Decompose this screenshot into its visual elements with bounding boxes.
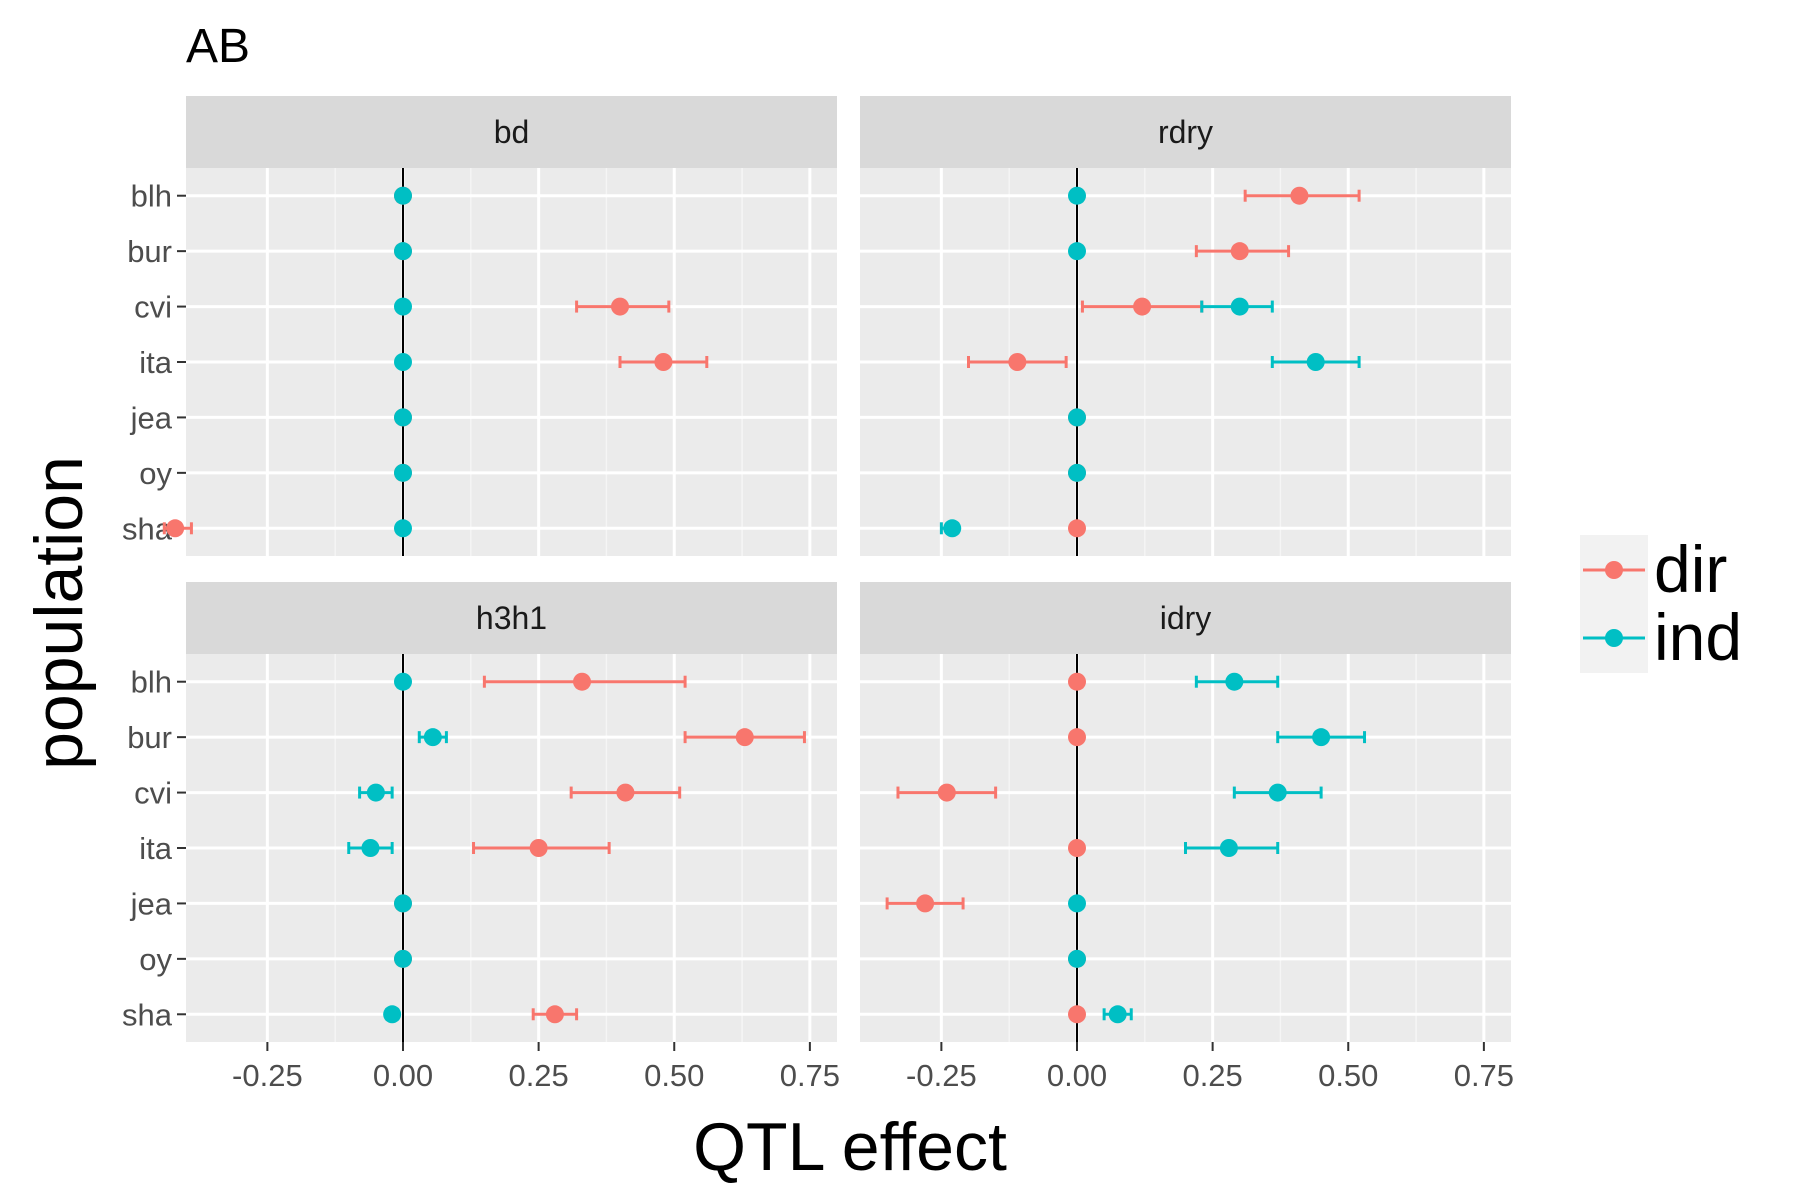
point-ind-ita xyxy=(1219,839,1238,857)
x-tick-label: 0.50 xyxy=(1318,1058,1378,1093)
point-dir-ita xyxy=(654,353,673,371)
x-tick-label: 0.25 xyxy=(508,1058,568,1093)
x-tick-label: 0.25 xyxy=(1182,1058,1242,1093)
point-dir-cvi xyxy=(937,783,956,802)
facet-panels: bd blh bur cvi ita jea oy sha rdry h3h1 blh bur cvi i… xyxy=(122,96,1514,1093)
point-ind-cvi xyxy=(1230,297,1249,316)
facet-strip-label: bd xyxy=(494,114,530,150)
y-tick-label: cvi xyxy=(134,290,172,325)
facet-strip-label: rdry xyxy=(1158,114,1213,150)
legend-entry-ind: ind xyxy=(1583,600,1742,674)
legend-label: dir xyxy=(1654,532,1727,606)
point-ind-sha xyxy=(394,519,412,538)
point-dir-bur xyxy=(735,728,754,747)
y-tick-label: jea xyxy=(130,400,173,435)
point-dir-cvi xyxy=(611,297,629,316)
chart-title: AB xyxy=(186,20,250,73)
y-tick-label: sha xyxy=(122,997,173,1032)
x-tick-label: 0.75 xyxy=(1454,1058,1514,1093)
y-tick-label: cvi xyxy=(134,776,172,811)
point-dir-ita xyxy=(529,839,548,857)
legend-key-background xyxy=(1580,535,1648,673)
point-dir-blh xyxy=(573,672,592,691)
point-ind-blh xyxy=(394,672,412,691)
point-ind-sha xyxy=(1108,1005,1127,1024)
point-dir-sha xyxy=(545,1005,564,1024)
point-ind-cvi xyxy=(1268,783,1287,802)
point-ind-jea xyxy=(394,408,412,427)
point-dir-cvi xyxy=(616,783,635,802)
point-ind-jea xyxy=(394,894,412,913)
point-ind-bur xyxy=(1068,242,1086,261)
point-ind-oy xyxy=(394,949,412,968)
x-tick-label: -0.25 xyxy=(906,1058,977,1093)
facet-strip-label: idry xyxy=(1160,600,1212,636)
point-dir-cvi xyxy=(1133,297,1152,316)
facet-strip xyxy=(860,96,1511,168)
point-ind-blh xyxy=(394,186,412,205)
legend-label: ind xyxy=(1654,600,1742,674)
x-axis-title: QTL effect xyxy=(693,1109,1007,1185)
y-tick-label: ita xyxy=(139,345,173,380)
y-tick-label: jea xyxy=(130,886,173,921)
y-tick-label: oy xyxy=(139,456,172,491)
point-ind-cvi xyxy=(366,783,385,802)
x-tick-label: -0.25 xyxy=(232,1058,303,1093)
point-dir-ita xyxy=(1008,353,1027,371)
y-tick-label: blh xyxy=(131,665,172,700)
point-ind-blh xyxy=(1225,672,1244,691)
point-ind-jea xyxy=(1068,894,1086,913)
facet-panel-rdry: rdry xyxy=(860,96,1511,556)
y-tick-label: oy xyxy=(139,942,172,977)
y-tick-label: bur xyxy=(127,720,172,755)
point-ind-sha xyxy=(943,519,962,538)
point-ind-oy xyxy=(394,463,412,482)
facet-strip xyxy=(860,582,1511,654)
facet-strip-label: h3h1 xyxy=(476,600,547,636)
point-dir-sha xyxy=(1068,1005,1086,1024)
point-dir-ita xyxy=(1068,839,1086,857)
x-tick-label: 0.00 xyxy=(373,1058,433,1093)
y-tick-label: ita xyxy=(139,831,173,866)
facet-panel-h3h1: h3h1 blh bur cvi ita jea oy sha -0.25 0.00 0.25 0.5… xyxy=(122,582,840,1093)
facet-strip xyxy=(186,96,837,168)
y-tick-label: blh xyxy=(131,179,172,214)
x-tick-label: 0.75 xyxy=(780,1058,840,1093)
point-dir-blh xyxy=(1068,672,1086,691)
point-dir-bur xyxy=(1068,728,1086,747)
y-tick-label: bur xyxy=(127,234,172,269)
point-ind-ita xyxy=(1306,353,1325,371)
y-axis-title: population xyxy=(21,456,97,770)
point-ind-cvi xyxy=(394,297,412,316)
point-dir-bur xyxy=(1230,242,1249,261)
point-dir-sha xyxy=(1068,519,1086,538)
point-ind-oy xyxy=(1068,949,1086,968)
point-dir-sha xyxy=(166,519,185,538)
x-tick-label: 0.00 xyxy=(1047,1058,1107,1093)
point-ind-ita xyxy=(394,353,412,371)
point-dir-blh xyxy=(1290,186,1309,205)
point-ind-bur xyxy=(394,242,412,261)
point-ind-jea xyxy=(1068,408,1086,427)
point-ind-ita xyxy=(361,839,380,857)
point-ind-sha xyxy=(383,1005,402,1024)
point-ind-bur xyxy=(423,728,442,747)
legend-key-point xyxy=(1605,629,1623,647)
facet-strip xyxy=(186,582,837,654)
point-ind-blh xyxy=(1068,186,1086,205)
point-ind-oy xyxy=(1068,463,1086,482)
point-ind-bur xyxy=(1312,728,1331,747)
legend-key-point xyxy=(1605,561,1623,579)
legend-entry-dir: dir xyxy=(1583,532,1727,606)
facet-panel-idry: idry -0.25 0.00 0.25 0.50 0.75 xyxy=(860,582,1514,1093)
x-tick-label: 0.50 xyxy=(644,1058,704,1093)
point-dir-jea xyxy=(916,894,935,913)
